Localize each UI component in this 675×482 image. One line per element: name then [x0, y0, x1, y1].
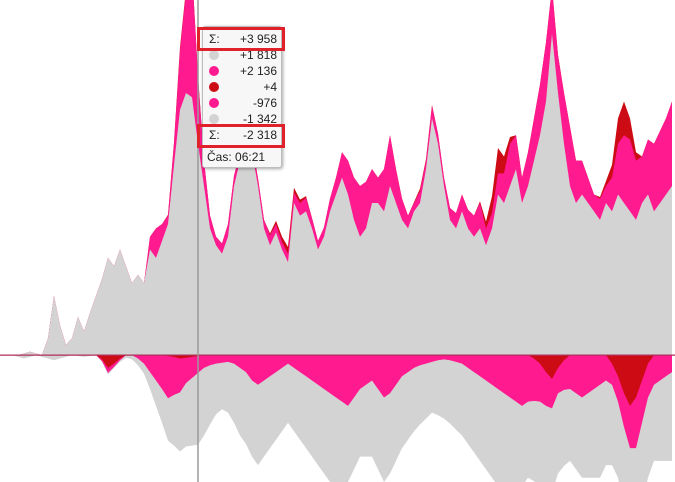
legend-dot-icon	[209, 98, 219, 108]
tooltip-row-pink-positive: +2 136	[203, 63, 281, 79]
legend-dot-icon	[209, 82, 219, 92]
tooltip-row-value: +4	[263, 80, 277, 94]
tooltip-sum-label: Σ:	[209, 128, 220, 142]
tooltip-sum-positive-value: +3 958	[239, 32, 277, 46]
highlight-box-sum-negative	[197, 124, 285, 148]
legend-dot-icon	[209, 66, 219, 76]
tooltip-row-value: +2 136	[239, 64, 277, 78]
area-grey-positive	[6, 33, 672, 356]
tooltip-row-value: +1 818	[239, 48, 277, 62]
tooltip-sum-positive: Σ: +3 958	[203, 31, 281, 47]
tooltip-time: Čas: 06:21	[207, 149, 265, 165]
tooltip-sum-negative: Σ: -2 318	[203, 127, 281, 143]
tooltip-row-grey-positive: +1 818	[203, 47, 281, 63]
legend-dot-icon	[209, 50, 219, 60]
area-pink-negative	[6, 355, 672, 449]
tooltip-row-value: -976	[252, 96, 277, 110]
tooltip-row-pink-negative: -976	[203, 95, 281, 111]
tooltip-time-label: Čas:	[207, 150, 232, 164]
tooltip-row-red: +4	[203, 79, 281, 95]
highlight-box-sum-positive	[197, 27, 285, 51]
tooltip-row-value: -1 342	[242, 112, 277, 126]
tooltip-time-value: 06:21	[235, 150, 266, 164]
tooltip-sum-negative-value: -2 318	[242, 128, 277, 142]
legend-dot-icon	[209, 114, 219, 124]
tooltip-sum-label: Σ:	[209, 32, 220, 46]
tooltip-row-grey-negative: -1 342	[203, 111, 281, 127]
